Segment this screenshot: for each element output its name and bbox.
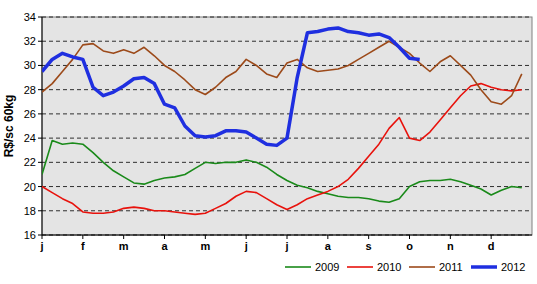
x-tick-label: m	[119, 240, 129, 252]
y-tick	[38, 113, 42, 114]
x-tick	[491, 235, 492, 239]
y-tick-label: 24	[24, 132, 36, 144]
y-tick	[38, 162, 42, 163]
x-tick	[450, 235, 451, 239]
y-tick	[38, 89, 42, 90]
y-tick	[38, 210, 42, 211]
plot-area	[42, 17, 532, 235]
y-tick-label: 22	[24, 156, 36, 168]
chart: 16 18 20 22 24 26 28 30 32 34 j f m a m j j a s o n d R$/sc 60…	[0, 0, 537, 284]
x-tick-label: j	[244, 240, 248, 252]
legend-swatch	[347, 266, 373, 268]
series-line	[42, 28, 420, 145]
y-axis-label: R$/sc 60kg	[2, 95, 16, 158]
y-tick-label: 28	[24, 84, 36, 96]
x-tick-label: j	[39, 240, 43, 252]
y-tick-label: 34	[24, 11, 36, 23]
legend-label: 2011	[439, 261, 463, 273]
x-tick-label: j	[284, 240, 288, 252]
x-tick	[164, 235, 165, 239]
x-tick-label: f	[81, 240, 85, 252]
x-tick	[368, 235, 369, 239]
y-tick	[38, 41, 42, 42]
grid-line	[42, 162, 532, 163]
x-tick-label: o	[406, 240, 413, 252]
y-axis	[42, 17, 43, 235]
y-tick-label: 16	[24, 229, 36, 241]
y-tick	[38, 186, 42, 187]
legend-label: 2010	[377, 261, 401, 273]
grid-line	[42, 41, 532, 42]
series-line	[42, 84, 522, 215]
x-tick-label: s	[366, 240, 372, 252]
x-tick-label: a	[325, 240, 332, 252]
x-tick-label: m	[200, 240, 210, 252]
legend-label: 2012	[501, 261, 525, 273]
series-line	[42, 41, 522, 104]
x-tick	[205, 235, 206, 239]
legend-swatch	[471, 265, 497, 269]
x-tick	[82, 235, 83, 239]
x-tick	[327, 235, 328, 239]
grid-line	[42, 65, 532, 66]
grid-line	[42, 113, 532, 114]
grid-line	[42, 17, 532, 18]
y-tick-label: 26	[24, 108, 36, 120]
series-group	[42, 28, 522, 215]
y-tick-label: 32	[24, 35, 36, 47]
y-tick	[38, 138, 42, 139]
x-tick-label: a	[161, 240, 168, 252]
legend-swatch	[285, 266, 311, 268]
legend-label: 2009	[315, 261, 339, 273]
x-tick	[123, 235, 124, 239]
y-tick-label: 30	[24, 59, 36, 71]
x-tick-label: n	[447, 240, 454, 252]
x-tick	[409, 235, 410, 239]
x-tick	[246, 235, 247, 239]
x-tick-label: d	[488, 240, 495, 252]
legend-swatch	[409, 266, 435, 268]
y-tick-label: 20	[24, 181, 36, 193]
y-tick	[38, 17, 42, 18]
x-tick	[287, 235, 288, 239]
y-tick	[38, 235, 42, 236]
series-line	[42, 141, 522, 203]
x-tick	[42, 235, 43, 239]
y-tick	[38, 65, 42, 66]
y-tick-label: 18	[24, 205, 36, 217]
grid-line	[42, 186, 532, 187]
